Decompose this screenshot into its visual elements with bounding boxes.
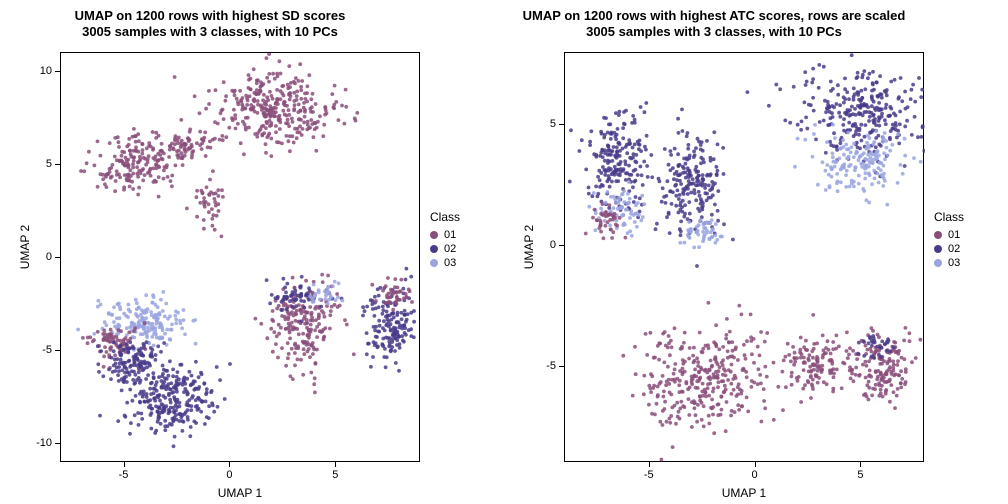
- xtick-label: 0: [752, 469, 758, 481]
- legend-title: Class: [430, 210, 460, 224]
- xtick-label: 5: [332, 469, 338, 481]
- legend-item: 03: [430, 256, 460, 270]
- ytick-label: 5: [534, 118, 556, 130]
- scatter-panel-left: UMAP on 1200 rows with highest SD scores…: [0, 0, 504, 504]
- plot-area: [60, 52, 420, 462]
- title-line2: 3005 samples with 3 classes, with 10 PCs: [82, 24, 338, 39]
- y-axis-label: UMAP 2: [18, 207, 32, 287]
- scatter-panel-right: UMAP on 1200 rows with highest ATC score…: [504, 0, 1008, 504]
- legend-item: 03: [934, 256, 964, 270]
- legend-item: 02: [934, 242, 964, 256]
- title-line2: 3005 samples with 3 classes, with 10 PCs: [586, 24, 842, 39]
- legend-item: 02: [430, 242, 460, 256]
- xtick-label: 5: [857, 469, 863, 481]
- legend-label: 01: [948, 229, 960, 241]
- legend-swatch: [430, 245, 438, 253]
- x-axis-label: UMAP 1: [564, 486, 924, 500]
- title-line1: UMAP on 1200 rows with highest ATC score…: [523, 8, 906, 23]
- legend: Class 01 02 03: [934, 210, 964, 270]
- chart-title-left: UMAP on 1200 rows with highest SD scores…: [0, 8, 420, 41]
- plot-area: [564, 52, 924, 462]
- title-line1: UMAP on 1200 rows with highest SD scores: [75, 8, 346, 23]
- legend-label: 02: [948, 243, 960, 255]
- ytick-label: 10: [30, 65, 52, 77]
- legend-title: Class: [934, 210, 964, 224]
- ytick-label: -5: [30, 344, 52, 356]
- ytick-label: -10: [30, 437, 52, 449]
- legend-label: 02: [444, 243, 456, 255]
- ytick-label: 0: [534, 239, 556, 251]
- legend-item: 01: [934, 228, 964, 242]
- ytick-label: 0: [30, 251, 52, 263]
- legend-swatch: [430, 259, 438, 267]
- legend-label: 03: [948, 257, 960, 269]
- legend-swatch: [934, 245, 942, 253]
- scatter-points: [61, 53, 421, 463]
- legend-swatch: [934, 259, 942, 267]
- legend-item: 01: [430, 228, 460, 242]
- xtick-label: 0: [226, 469, 232, 481]
- legend-swatch: [934, 231, 942, 239]
- legend-label: 01: [444, 229, 456, 241]
- scatter-points: [565, 53, 925, 463]
- legend-swatch: [430, 231, 438, 239]
- ytick-label: 5: [30, 158, 52, 170]
- y-axis-label: UMAP 2: [522, 207, 536, 287]
- legend: Class 01 02 03: [430, 210, 460, 270]
- chart-title-right: UMAP on 1200 rows with highest ATC score…: [504, 8, 924, 41]
- xtick-label: -5: [119, 469, 129, 481]
- xtick-label: -5: [644, 469, 654, 481]
- ytick-label: -5: [534, 360, 556, 372]
- x-axis-label: UMAP 1: [60, 486, 420, 500]
- legend-label: 03: [444, 257, 456, 269]
